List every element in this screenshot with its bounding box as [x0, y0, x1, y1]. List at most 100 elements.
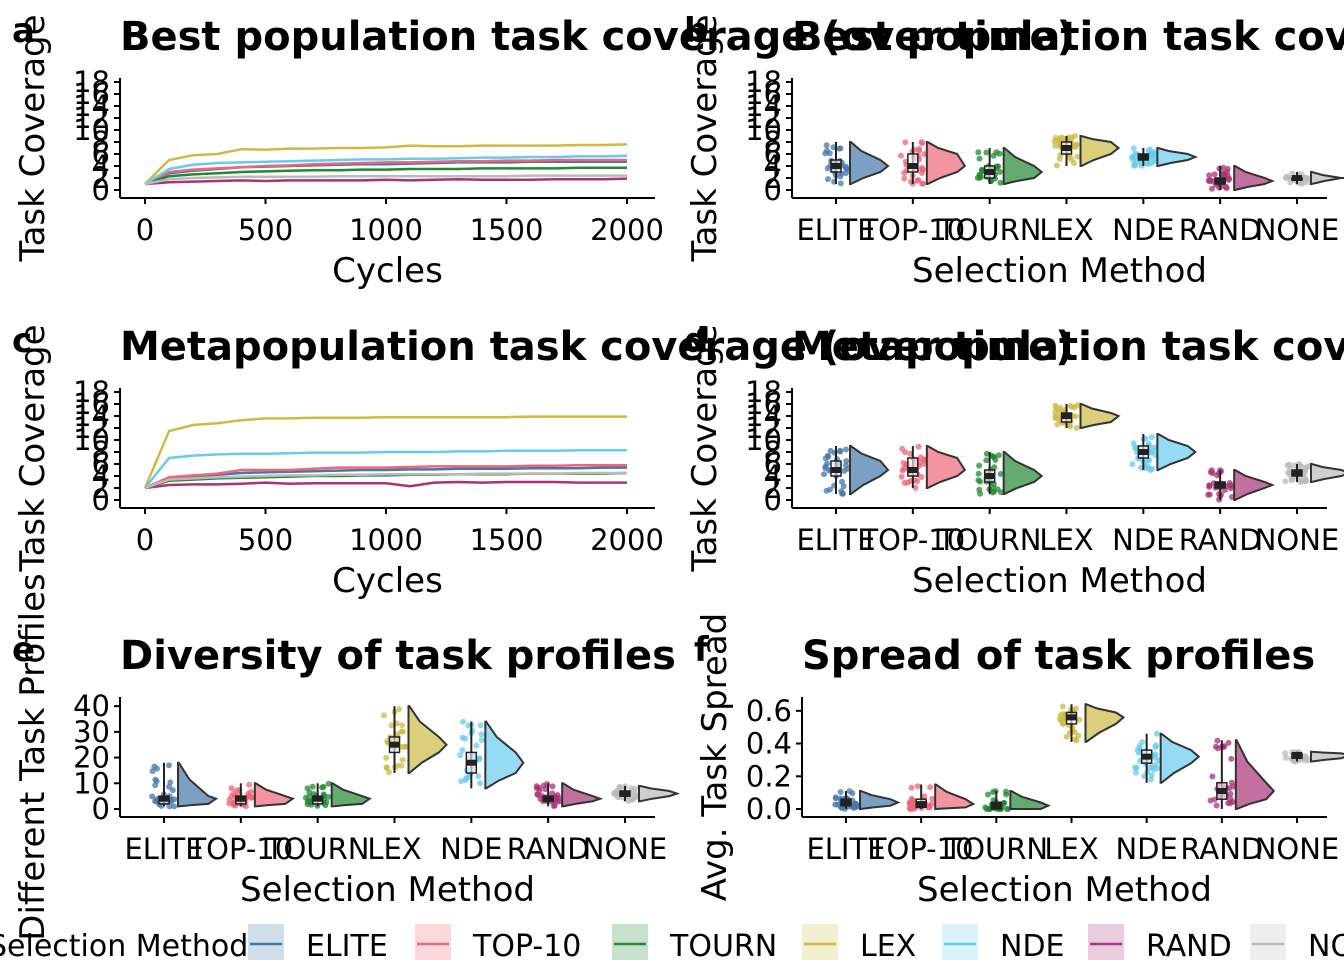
data-point: [1143, 160, 1150, 167]
data-point: [473, 742, 480, 749]
y-tick-label: 14: [73, 89, 110, 123]
data-point: [839, 478, 845, 485]
x-tick-label: 0: [136, 213, 154, 247]
panel-title: Diversity of task profiles: [120, 633, 676, 679]
violin: [1234, 739, 1276, 810]
data-point: [837, 180, 844, 187]
data-point: [842, 462, 849, 469]
data-point: [827, 447, 834, 454]
data-point: [245, 790, 252, 797]
x-axis-title: Cycles: [332, 251, 443, 291]
data-point: [1209, 185, 1215, 192]
data-point: [837, 447, 844, 454]
data-point: [1067, 402, 1074, 409]
median-mark: [984, 473, 995, 479]
data-point: [977, 478, 984, 485]
group-lex: [381, 705, 448, 776]
data-point: [897, 152, 904, 159]
median-mark: [543, 795, 554, 802]
group-nde: [457, 718, 525, 790]
panel-b: b Best population task coverage (end time…: [684, 11, 1344, 291]
violin: [330, 782, 372, 808]
x-tick-label: RAND: [1179, 213, 1262, 247]
data-point: [997, 179, 1004, 186]
median-mark: [1215, 482, 1226, 488]
group-none: [610, 783, 681, 805]
data-point: [841, 468, 848, 474]
x-tick-label: TOP-10: [859, 213, 965, 247]
data-point: [383, 764, 390, 771]
y-tick-label: 20: [73, 741, 110, 775]
y-axis-title: Task Coverage: [685, 324, 725, 572]
data-point: [306, 793, 313, 800]
group-tourn: [974, 147, 1044, 186]
y-tick-label: 6: [764, 137, 782, 171]
violin: [1079, 135, 1121, 167]
data-point: [394, 762, 401, 769]
x-tick-label: TOURN: [265, 832, 370, 866]
data-point: [853, 803, 860, 810]
x-tick-label: 0: [136, 523, 154, 557]
group-rand: [1207, 737, 1276, 810]
panel-f: f Spread of task profiles 0.00.20.40.6 Avg.…: [694, 613, 1344, 910]
y-tick-label: 18: [73, 375, 110, 409]
data-point: [1224, 169, 1230, 176]
y-tick-label: 18: [73, 65, 110, 99]
data-point: [832, 794, 839, 801]
violin: [1002, 147, 1044, 185]
data-point: [929, 795, 936, 802]
data-point: [899, 445, 906, 452]
y-tick-label: 2: [92, 471, 110, 505]
data-point: [1227, 790, 1234, 797]
data-point: [908, 784, 915, 791]
violin: [1310, 171, 1344, 185]
violin: [1233, 469, 1275, 501]
y-axis-title: Different Task Profiles: [13, 573, 53, 940]
data-point: [383, 754, 390, 761]
median-mark: [235, 795, 246, 802]
data-point: [906, 805, 913, 812]
data-point: [152, 782, 159, 789]
group-top-10: [897, 139, 967, 187]
y-tick-label: 30: [73, 715, 110, 749]
x-tick-label: TOP-10: [868, 832, 974, 866]
x-tick-label: 500: [238, 523, 293, 557]
y-tick-label: 0: [764, 173, 782, 207]
data-point: [901, 175, 908, 182]
y-tick-label: 12: [745, 411, 782, 445]
series-line-lex: [144, 143, 628, 185]
panel-d: d Metapopulation task coverage (end time)…: [684, 321, 1344, 601]
group-rand: [1205, 164, 1275, 192]
data-point: [1053, 415, 1060, 422]
legend-item-none: NONE: [1250, 924, 1344, 960]
x-tick-label: TOP-10: [187, 832, 293, 866]
panel-c: c Metapopulation task coverage (over time…: [12, 321, 1073, 601]
series-line-top-10: [144, 158, 627, 186]
data-point: [1132, 150, 1139, 157]
violin: [1084, 703, 1126, 743]
data-point: [1057, 716, 1064, 722]
y-tick-label: 0: [92, 792, 110, 826]
x-axis-title: Selection Method: [912, 251, 1207, 291]
group-elite: [822, 141, 890, 187]
data-point: [149, 768, 156, 775]
data-point: [918, 139, 925, 146]
series-line-lex: [143, 415, 627, 489]
x-tick-label: NDE: [1115, 832, 1177, 866]
series-line-tourn: [144, 166, 627, 186]
data-point: [549, 783, 556, 790]
y-tick-label: 8: [92, 125, 110, 159]
median-mark: [984, 169, 995, 175]
data-point: [1073, 705, 1079, 712]
median-mark: [916, 801, 927, 808]
data-point: [166, 762, 172, 769]
legend-swatch: [612, 924, 648, 960]
data-point: [1052, 134, 1059, 141]
violin: [1159, 732, 1201, 784]
data-point: [823, 142, 830, 149]
median-mark: [1215, 178, 1226, 184]
data-point: [825, 453, 832, 460]
data-point: [1205, 491, 1212, 498]
y-tick-label: 16: [73, 77, 110, 111]
data-point: [325, 793, 332, 800]
